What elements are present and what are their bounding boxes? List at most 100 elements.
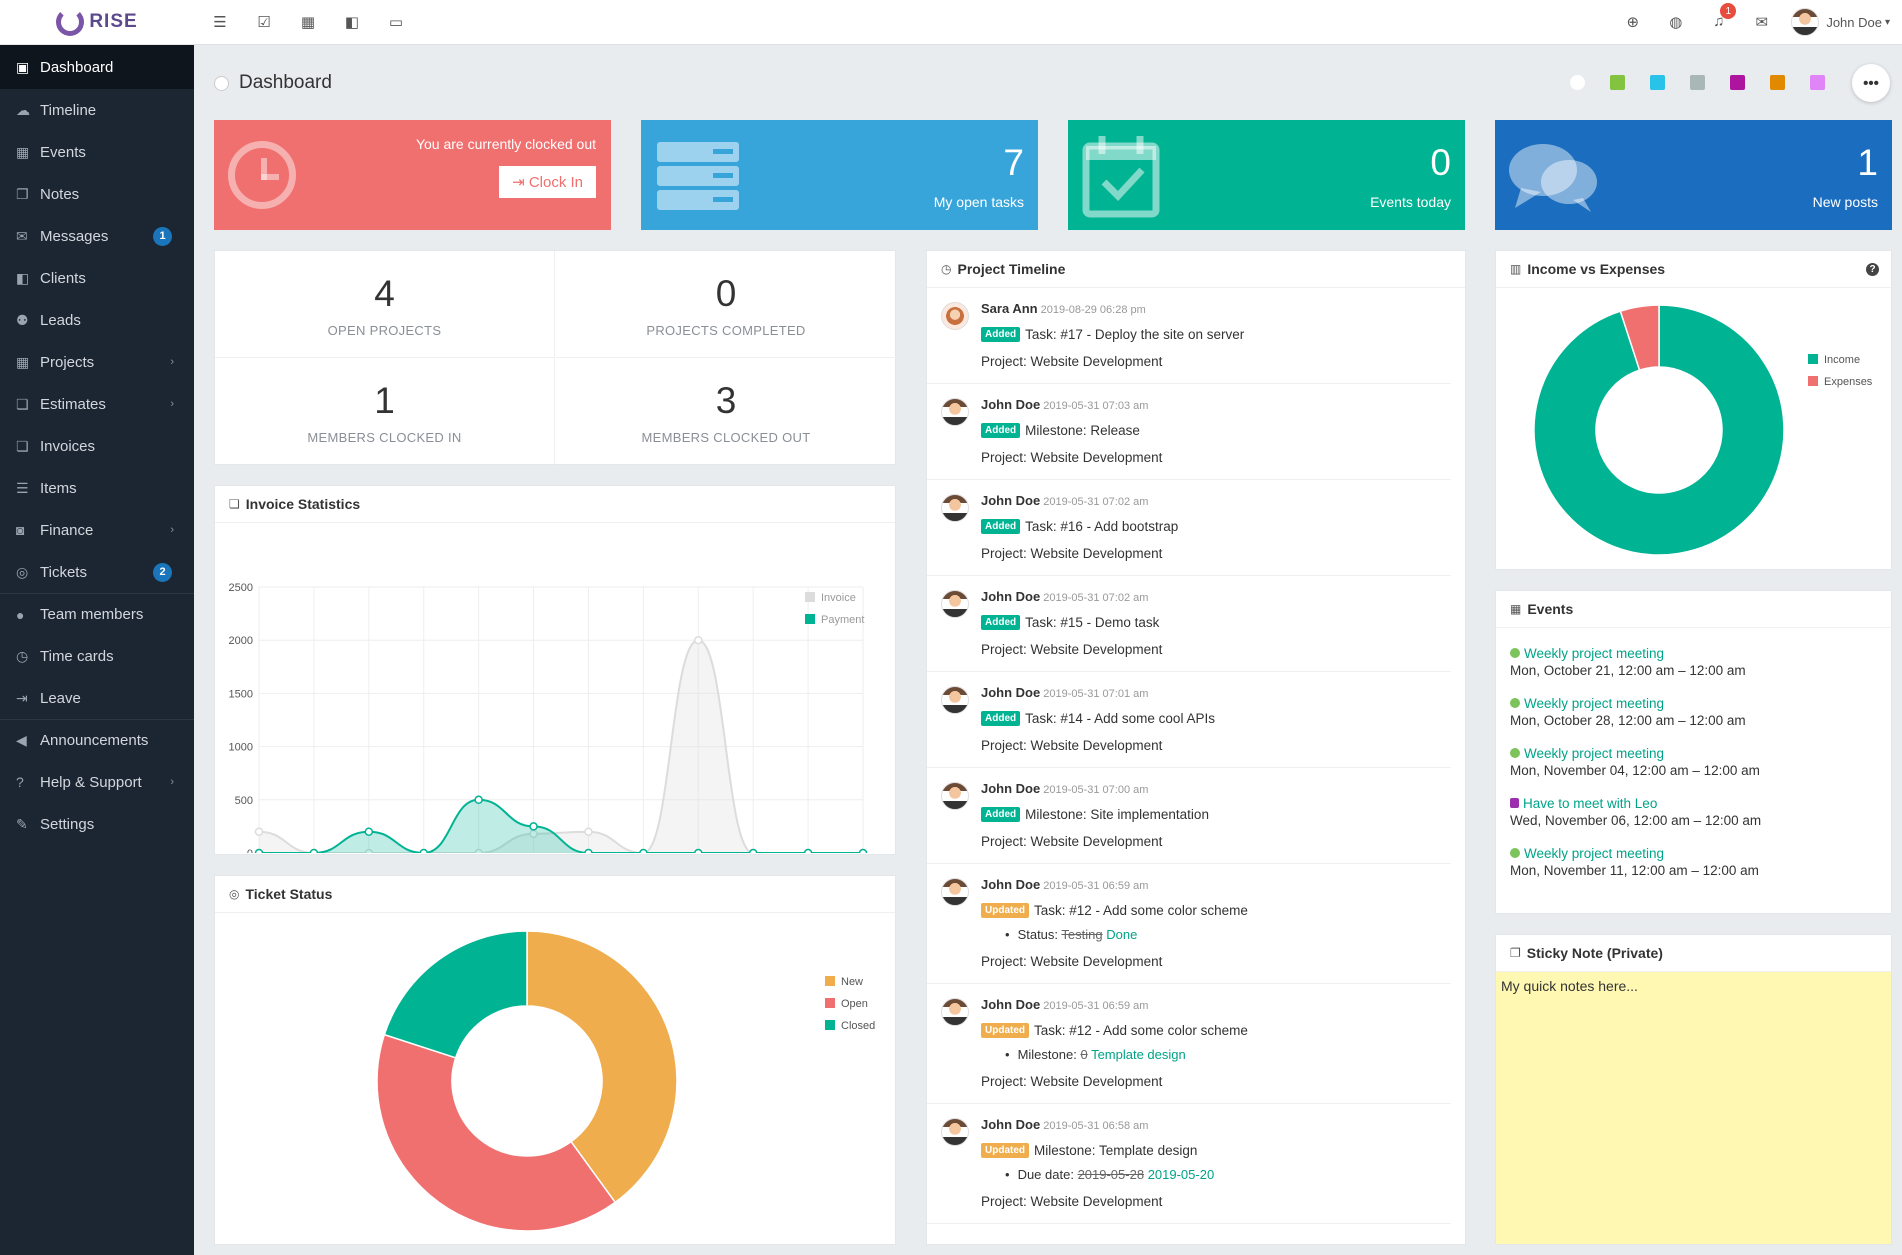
apps-grid-icon[interactable]: ▦ (300, 14, 316, 31)
timeline-avatar[interactable] (941, 782, 969, 810)
data-point[interactable] (474, 795, 483, 805)
sidebar-item-announcements[interactable]: ◀ Announcements (0, 719, 194, 761)
sticky-note-textarea[interactable] (1496, 972, 1891, 1244)
timeline-avatar[interactable] (941, 878, 969, 906)
timeline-user-name[interactable]: John Doe (981, 397, 1041, 412)
sidebar-item-leads[interactable]: ⚉ Leads (0, 299, 194, 341)
sidebar-item-projects[interactable]: ▦ Projects › (0, 341, 194, 383)
timeline-user-name[interactable]: John Doe (981, 589, 1041, 604)
timeline-avatar[interactable] (941, 1118, 969, 1146)
timeline-avatar[interactable] (941, 998, 969, 1026)
slice-closed[interactable] (383, 930, 528, 1059)
dashboard-desktop-icon[interactable]: ▭ (388, 14, 404, 31)
events-today-widget[interactable]: 0 Events today (1068, 120, 1465, 230)
sidebar-item-help-support[interactable]: ? Help & Support › (0, 761, 194, 803)
legend-label[interactable]: Open (841, 998, 868, 1010)
color-swatch[interactable] (1610, 75, 1625, 90)
data-point[interactable] (748, 848, 758, 858)
color-swatch[interactable] (1810, 75, 1825, 90)
color-swatch[interactable] (1770, 75, 1785, 90)
todo-check-icon[interactable]: ☑ (257, 14, 271, 31)
data-point[interactable] (639, 848, 648, 858)
language-globe-icon[interactable]: ◍ (1654, 13, 1697, 31)
data-point[interactable] (858, 848, 868, 858)
data-point[interactable] (419, 848, 428, 858)
sidebar-item-team-members[interactable]: ● Team members (0, 593, 194, 635)
slice-new[interactable] (526, 930, 678, 1204)
data-point[interactable] (584, 827, 593, 836)
legend-label[interactable]: Income (1824, 354, 1860, 366)
sidebar-item-dashboard[interactable]: ▣ Dashboard (0, 45, 194, 89)
slice-income[interactable] (1533, 304, 1785, 556)
sidebar-item-invoices[interactable]: ❏ Invoices (0, 425, 194, 467)
stat-projects-completed[interactable]: 0 PROJECTS COMPLETED (556, 251, 896, 358)
stat-members-clocked-in[interactable]: 1 MEMBERS CLOCKED IN (215, 358, 555, 465)
page-color-dot[interactable] (214, 75, 229, 91)
color-swatch[interactable] (1650, 75, 1665, 90)
data-point[interactable] (309, 848, 319, 858)
color-swatch[interactable] (1690, 75, 1705, 90)
clock-in-button[interactable]: ⇥ Clock In (499, 166, 596, 198)
sidebar-item-clients[interactable]: ◧ Clients (0, 257, 194, 299)
timeline-user-name[interactable]: John Doe (981, 781, 1041, 796)
timeline-user-name[interactable]: John Doe (981, 877, 1041, 892)
event-title-link[interactable]: Weekly project meeting (1510, 646, 1877, 661)
event-title-link[interactable]: Have to meet with Leo (1510, 796, 1877, 811)
data-point[interactable] (529, 822, 538, 831)
sidebar-item-events[interactable]: ▦ Events (0, 131, 194, 173)
sidebar-item-timeline[interactable]: ☁ Timeline (0, 89, 194, 131)
sidebar-item-estimates[interactable]: ❏ Estimates › (0, 383, 194, 425)
event-title-link[interactable]: Weekly project meeting (1510, 746, 1877, 761)
data-point[interactable] (694, 635, 703, 645)
sidebar-item-settings[interactable]: ✎ Settings (0, 803, 194, 845)
sidebar-item-items[interactable]: ☰ Items (0, 467, 194, 509)
legend-label[interactable]: Expenses (1824, 376, 1873, 388)
timeline-avatar[interactable] (941, 494, 969, 522)
legend-label[interactable]: New (841, 976, 863, 988)
messages-envelope-icon[interactable]: ✉ (1740, 13, 1783, 31)
help-icon[interactable]: ? (1866, 262, 1879, 276)
color-swatch[interactable] (1730, 75, 1745, 90)
stat-members-clocked-out[interactable]: 3 MEMBERS CLOCKED OUT (556, 358, 896, 465)
timeline-avatar[interactable] (941, 590, 969, 618)
data-point[interactable] (584, 848, 593, 858)
timeline-user-name[interactable]: John Doe (981, 997, 1041, 1012)
color-swatch[interactable] (1570, 75, 1585, 90)
data-point[interactable] (364, 827, 374, 836)
sidebar-item-finance[interactable]: ◙ Finance › (0, 509, 194, 551)
sidebar-item-notes[interactable]: ❐ Notes (0, 173, 194, 215)
data-point[interactable] (254, 827, 264, 836)
more-options-button[interactable]: ••• (1852, 64, 1890, 102)
user-menu[interactable]: John Doe ▾ (1791, 8, 1890, 36)
stat-open-projects[interactable]: 4 OPEN PROJECTS (215, 251, 555, 358)
sidebar-item-tickets[interactable]: ◎ Tickets 2 (0, 551, 194, 593)
timeline-user-name[interactable]: John Doe (981, 1117, 1041, 1132)
event-title-link[interactable]: Weekly project meeting (1510, 696, 1877, 711)
add-plus-icon[interactable]: ⊕ (1611, 13, 1654, 31)
sidebar-item-time-cards[interactable]: ◷ Time cards (0, 635, 194, 677)
timeline-user-name[interactable]: Sara Ann (981, 301, 1038, 316)
legend-label[interactable]: Invoice (821, 592, 856, 604)
event-title-link[interactable]: Weekly project meeting (1510, 846, 1877, 861)
timeline-user-name[interactable]: John Doe (981, 493, 1041, 508)
timeline-avatar[interactable] (941, 302, 969, 330)
data-point[interactable] (803, 848, 813, 858)
projects-briefcase-icon[interactable]: ◧ (344, 14, 360, 31)
menu-toggle-icon[interactable]: ☰ (213, 14, 227, 31)
slice-open[interactable] (376, 1033, 617, 1232)
sidebar-item-messages[interactable]: ✉ Messages 1 (0, 215, 194, 257)
data-point[interactable] (694, 848, 703, 858)
sidebar-item-leave[interactable]: ⇥ Leave (0, 677, 194, 719)
new-posts-widget[interactable]: 1 New posts (1495, 120, 1892, 230)
timeline-avatar[interactable] (941, 686, 969, 714)
timeline-project: Project: Website Development (981, 1074, 1163, 1089)
slice-expenses[interactable] (1619, 304, 1660, 372)
timeline-user-name[interactable]: John Doe (981, 685, 1041, 700)
notifications-bell-icon[interactable]: ♫ 1 (1697, 3, 1740, 31)
open-tasks-widget[interactable]: 7 My open tasks (641, 120, 1038, 230)
app-logo[interactable]: RISE (0, 0, 194, 45)
data-point[interactable] (254, 848, 264, 858)
legend-label[interactable]: Payment (821, 614, 864, 626)
legend-label[interactable]: Closed (841, 1020, 875, 1032)
timeline-avatar[interactable] (941, 398, 969, 426)
